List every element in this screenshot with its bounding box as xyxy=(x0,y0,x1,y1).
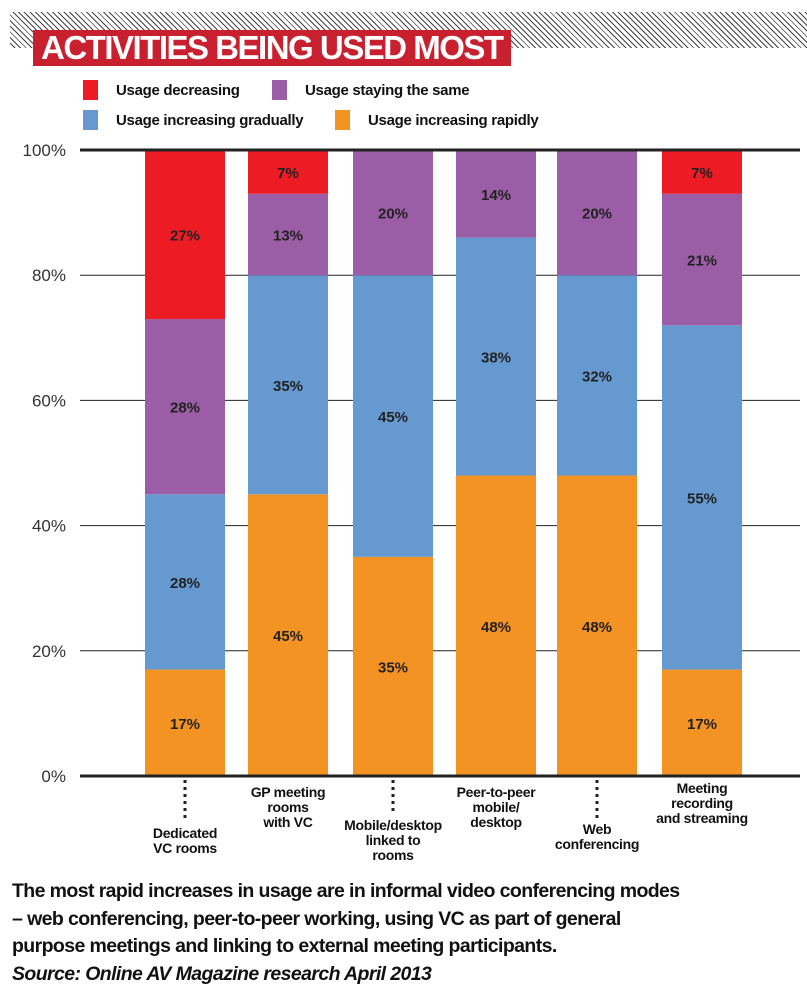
bar-segment xyxy=(557,150,637,276)
legend-label: Usage increasing gradually xyxy=(116,111,304,129)
legend-label: Usage staying the same xyxy=(305,81,470,99)
bar-segment xyxy=(248,193,328,276)
data-label: 55% xyxy=(687,490,717,507)
footer-caption: The most rapid increases in usage are in… xyxy=(12,878,680,988)
data-label: 20% xyxy=(582,206,612,223)
bar-segment xyxy=(456,150,536,238)
bar-segment xyxy=(145,494,225,670)
data-label: 27% xyxy=(170,228,200,245)
legend-swatch xyxy=(272,80,287,100)
legend-item-same: Usage staying the same xyxy=(272,80,470,100)
bar-segment xyxy=(662,325,742,670)
data-label: 28% xyxy=(170,400,200,417)
data-label: 45% xyxy=(273,628,303,645)
caption-line: The most rapid increases in usage are in… xyxy=(12,880,680,902)
legend-label: Usage decreasing xyxy=(116,81,240,99)
legend-swatch xyxy=(83,80,98,100)
bar-segment xyxy=(353,150,433,276)
bar-segment xyxy=(145,669,225,776)
y-tick-label: 40% xyxy=(32,517,66,536)
data-label: 13% xyxy=(273,228,303,245)
caption-line: purpose meetings and linking to external… xyxy=(12,935,557,957)
bar-segment xyxy=(456,237,536,476)
bar-segment xyxy=(662,193,742,326)
bar-segment xyxy=(557,275,637,476)
data-label: 17% xyxy=(170,716,200,733)
bar-segment xyxy=(557,475,637,776)
caption-line: – web conferencing, peer-to-peer working… xyxy=(12,907,621,930)
stacked-bar-chart: 0% 20% 40% 60% 80% 100% 17% 28% 28% 27% 45% 35% 13% 7… xyxy=(23,141,800,863)
y-tick-label: 100% xyxy=(23,141,66,160)
legend-swatch xyxy=(335,110,350,130)
x-category-label: Mobile/desktop linked to rooms xyxy=(344,817,442,863)
bar-segment xyxy=(662,669,742,776)
chart-title: ACTIVITIES BEING USED MOST xyxy=(33,30,511,66)
x-category-label: GP meeting rooms with VC xyxy=(251,784,326,830)
data-label: 38% xyxy=(481,350,511,367)
bar-segment xyxy=(456,475,536,776)
data-label: 35% xyxy=(378,659,408,676)
data-label: 20% xyxy=(378,206,408,223)
bar-segment xyxy=(248,494,328,776)
legend-swatch xyxy=(83,110,98,130)
y-tick-label: 80% xyxy=(32,266,66,285)
data-label: 17% xyxy=(687,716,717,733)
bar-segment xyxy=(145,319,225,495)
data-label: 7% xyxy=(691,165,713,182)
bar-segment xyxy=(353,556,433,776)
data-label: 7% xyxy=(277,165,299,182)
data-label: 35% xyxy=(273,378,303,395)
data-label: 45% xyxy=(378,409,408,426)
y-tick-label: 0% xyxy=(41,767,66,786)
bar-segment xyxy=(662,150,742,194)
bar-segment xyxy=(248,275,328,495)
bar-segment xyxy=(353,275,433,557)
data-label: 14% xyxy=(481,187,511,204)
data-label: 48% xyxy=(481,619,511,636)
data-label: 48% xyxy=(582,619,612,636)
legend-label: Usage increasing rapidly xyxy=(368,111,539,129)
legend-item-decreasing: Usage decreasing xyxy=(83,80,240,100)
x-category-label: Peer-to-peer mobile/desktop xyxy=(457,784,537,830)
legend-item-gradual: Usage increasing gradually xyxy=(83,110,304,130)
data-label: 32% xyxy=(582,368,612,385)
x-category-label: Meeting recording and streaming xyxy=(656,780,748,826)
data-label: 21% xyxy=(687,253,717,270)
bar-segment xyxy=(145,150,225,320)
legend-item-rapid: Usage increasing rapidly xyxy=(335,110,539,130)
data-label: 28% xyxy=(170,575,200,592)
y-tick-label: 60% xyxy=(32,391,66,410)
x-category-label: Web conferencing xyxy=(555,821,639,852)
y-tick-label: 20% xyxy=(32,642,66,661)
source-note: Source: Online AV Magazine research Apri… xyxy=(12,962,432,985)
bar-segment xyxy=(248,150,328,194)
x-category-label: Dedicated VC rooms xyxy=(153,825,217,856)
